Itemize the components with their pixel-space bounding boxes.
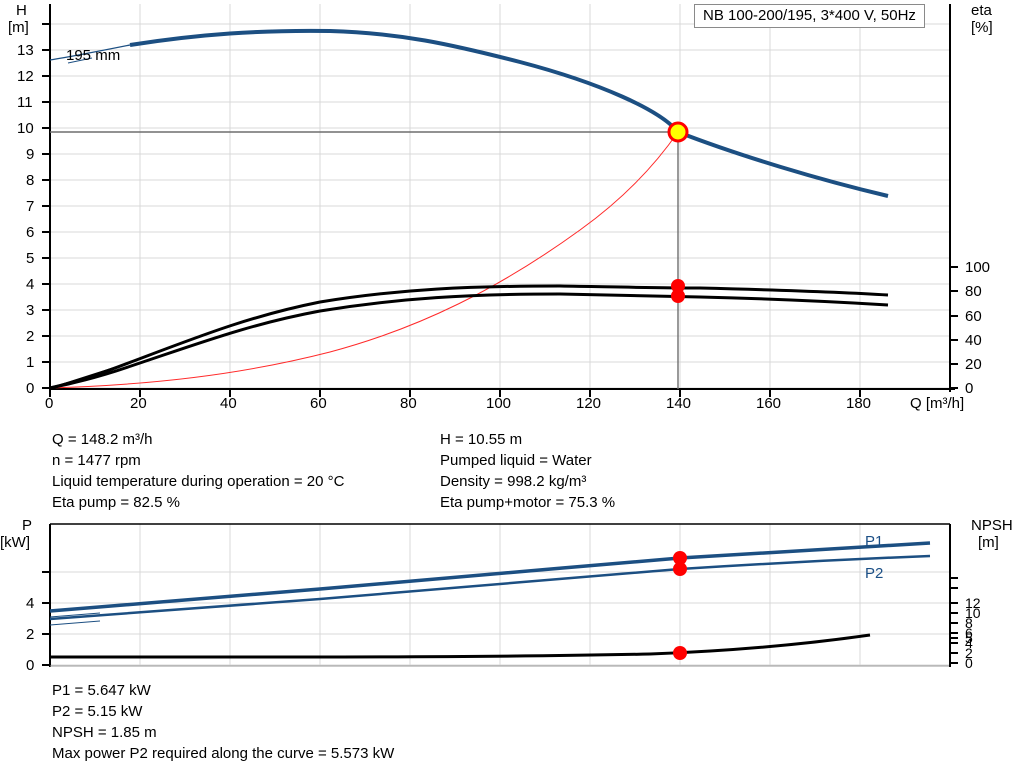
bottom-chart: P [kW] NPSH [m] 0 2 4 0 2 4 5 6 8 10 12 … [0,515,1024,675]
p1-duty-marker [673,551,687,565]
power-info-npsh: NPSH = 1.85 m [52,724,157,741]
top-y-tick-13: 13 [17,42,34,59]
bottom-chart-y-axis-unit: [kW] [0,534,30,551]
npsh-duty-marker [673,646,687,660]
top-chart-y2-ticks [950,266,958,389]
eta-curve-extension [49,361,132,389]
impeller-diameter-label: 195 mm [66,47,121,64]
duty-point-marker [667,121,689,143]
top-x-tick-160: 160 [756,395,782,412]
npsh-curve [50,633,871,659]
top-x-tick-20: 20 [130,395,147,412]
bottom-y-ticks [42,571,50,666]
pump-model-title: NB 100-200/195, 3*400 V, 50Hz [694,4,925,28]
top-y-symbol: H [16,2,27,19]
top-chart-y2-axis-title: eta [971,2,992,19]
npsh-trace-curve [49,131,679,389]
top-y-tick-11: 11 [17,94,33,111]
bottom-y2-tick-0: 0 [965,655,973,671]
duty-info-block: Q = 148.2 m³/h n = 1477 rpm Liquid tempe… [0,425,1024,520]
top-y-tick-12: 12 [17,68,34,85]
bottom-y-tick-2: 2 [26,626,35,643]
top-y2-tick-0: 0 [965,380,974,397]
top-x-tick-0: 0 [45,395,54,412]
top-y2-tick-100: 100 [965,259,991,276]
duty-info-n: n = 1477 rpm [52,452,141,469]
top-y-tick-9: 9 [26,146,35,163]
top-x-tick-40: 40 [220,395,237,412]
p2-curve-extension [49,620,101,626]
top-y-tick-1: 1 [26,354,35,371]
top-chart-x-axis-title: Q [m³/h] [910,395,965,412]
bottom-chart-y2-axis-title: NPSH [971,517,1013,534]
duty-info-eta-motor: Eta pump+motor = 75.3 % [440,494,616,511]
top-y-tick-10: 10 [17,120,34,137]
duty-info-h: H = 10.55 m [440,431,523,448]
top-y-tick-5: 5 [26,250,35,267]
duty-info-eta-pump: Eta pump = 82.5 % [52,494,180,511]
top-y-tick-0: 0 [26,380,35,397]
top-y2-tick-60: 60 [965,308,982,325]
power-info-p2: P2 = 5.15 kW [52,703,143,720]
p2-series-label: P2 [865,565,884,582]
bottom-y2-tick-5: 5 [965,630,973,646]
power-info-max-power: Max power P2 required along the curve = … [52,745,395,762]
top-x-tick-80: 80 [400,395,417,412]
power-info-block: P1 = 5.647 kW P2 = 5.15 kW NPSH = 1.85 m… [0,678,1024,778]
grid-vertical [139,4,861,388]
bottom-y2-tick-12: 12 [965,595,981,611]
p1-curve [49,541,931,613]
top-y2-tick-20: 20 [965,356,982,373]
bottom-y2-tick-8: 8 [965,615,973,631]
duty-info-liquid: Pumped liquid = Water [440,452,592,469]
top-y-tick-6: 6 [26,224,35,241]
impeller-label-leader [67,57,93,64]
top-y-tick-7: 7 [26,198,35,215]
top-y2-tick-40: 40 [965,332,982,349]
bottom-y-tick-4: 4 [26,595,35,612]
top-x-tick-140: 140 [666,395,692,412]
bottom-y-tick-0: 0 [26,657,35,674]
top-x-tick-60: 60 [310,395,327,412]
top-x-tick-100: 100 [486,395,512,412]
eta-pump-motor-duty-marker [671,289,685,303]
bottom-chart-canvas [42,523,958,667]
top-x-tick-180: 180 [846,395,872,412]
eta-pump-curve [49,284,889,390]
top-chart-y2-axis-unit: [%] [971,19,993,36]
top-chart-y-ticks [42,23,50,389]
bottom-y2-tick-10: 10 [965,605,981,621]
top-chart-x-ticks [49,389,861,397]
duty-info-q: Q = 148.2 m³/h [52,431,153,448]
duty-info-density: Density = 998.2 kg/m³ [440,473,587,490]
bottom-y2-tick-4: 4 [965,635,973,651]
p2-duty-marker [673,562,687,576]
head-curve-195mm [129,28,889,198]
top-chart-y-axis-title: H [16,2,27,19]
head-curve-thin [49,44,131,61]
eta-pump-motor-curve [49,292,889,390]
bottom-chart-y2-axis-unit: [m] [978,534,999,551]
top-chart: H [m] eta [%] 0 1 2 3 4 5 6 7 8 9 10 11 … [8,2,993,412]
top-y-tick-8: 8 [26,172,35,189]
p1-series-label: P1 [865,533,884,550]
bottom-y2-ticks [950,577,958,664]
top-y-tick-2: 2 [26,328,35,345]
p1-curve-extension [49,612,101,618]
eta-pump-duty-marker [671,279,685,293]
duty-info-temp: Liquid temperature during operation = 20… [52,473,345,490]
bottom-y2-tick-6: 6 [965,625,973,641]
top-x-tick-120: 120 [576,395,602,412]
bottom-chart-y-axis-title: P [22,517,33,534]
top-y-tick-3: 3 [26,302,35,319]
top-chart-canvas [42,4,958,397]
top-chart-y-axis-unit: [m] [8,19,29,36]
top-y2-tick-80: 80 [965,283,982,300]
bottom-y2-tick-2: 2 [965,645,973,661]
top-y-tick-4: 4 [26,276,35,293]
power-info-p1: P1 = 5.647 kW [52,682,151,699]
p2-curve [49,554,931,621]
